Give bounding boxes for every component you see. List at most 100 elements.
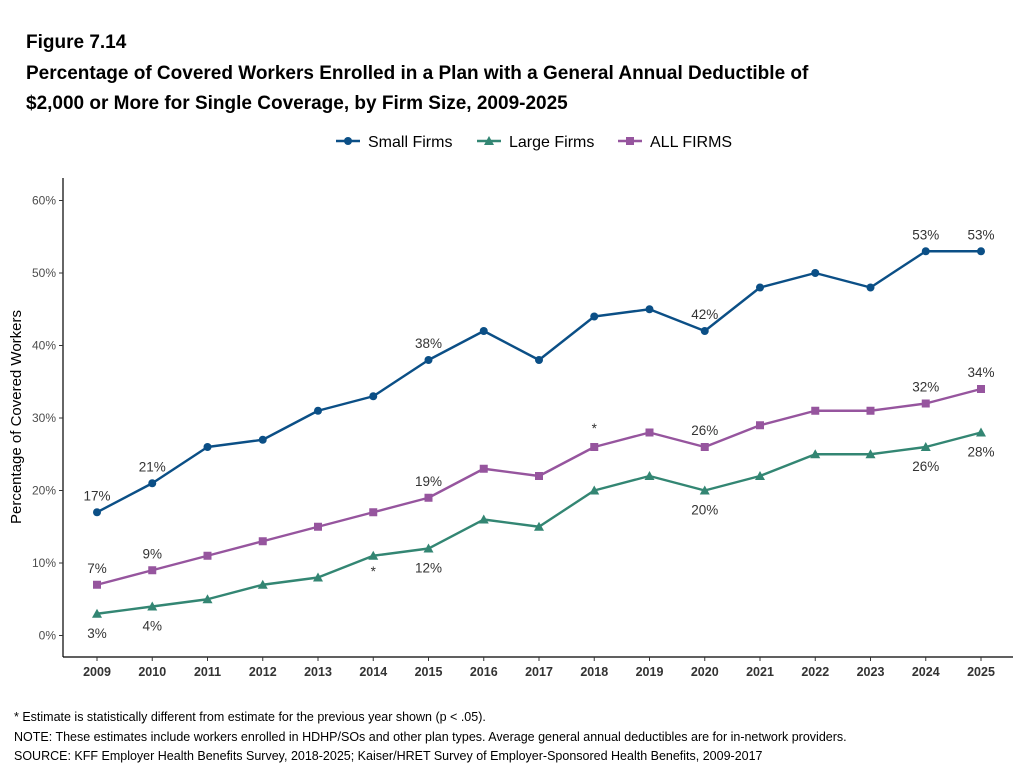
data-point-large-firms — [147, 601, 158, 611]
data-point-large-firms — [920, 442, 931, 451]
data-point-small-firms — [93, 508, 101, 517]
data-point-small-firms — [258, 435, 267, 444]
y-tick-label: 30% — [32, 411, 56, 425]
data-point-all-firms — [258, 537, 267, 546]
data-point-small-firms — [811, 269, 820, 277]
x-tick-label: 2012 — [249, 665, 277, 679]
y-tick-label: 20% — [32, 484, 56, 498]
y-tick-label: 60% — [32, 194, 56, 208]
legend-item-large-firms: Large Firms — [477, 134, 594, 151]
data-point-all-firms — [369, 508, 378, 517]
series-all-firms — [93, 385, 985, 589]
data-point-all-firms — [479, 464, 488, 473]
data-point-large-firms — [534, 521, 544, 531]
data-label-small-firms: 17% — [83, 488, 110, 503]
data-label-large-firms: 28% — [967, 445, 994, 460]
x-tick-label: 2009 — [83, 665, 111, 679]
data-label-all-firms: * — [592, 421, 598, 436]
data-label-all-firms: 34% — [967, 365, 994, 380]
legend-marker-small-firms — [344, 137, 352, 145]
data-label-all-firms: 32% — [912, 380, 939, 395]
data-point-small-firms — [369, 392, 378, 401]
series-line-all-firms — [96, 387, 982, 586]
chart-title-line-2: $2,000 or More for Single Coverage, by F… — [26, 93, 568, 114]
data-label-small-firms: 38% — [415, 336, 442, 351]
data-label-all-firms: 19% — [415, 474, 442, 489]
y-axis-title: Percentage of Covered Workers — [8, 310, 25, 524]
data-point-small-firms — [424, 356, 433, 364]
data-label-small-firms: 53% — [967, 227, 994, 242]
data-point-small-firms — [921, 247, 930, 256]
legend: Small Firms Large Firms ALL FIRMS — [336, 134, 732, 151]
y-tick-label: 10% — [32, 556, 56, 570]
data-point-all-firms — [535, 472, 543, 480]
data-label-large-firms: 4% — [142, 619, 162, 634]
data-point-small-firms — [479, 327, 488, 335]
x-tick-label: 2016 — [470, 665, 498, 679]
y-tick-label: 50% — [32, 266, 56, 280]
data-point-large-firms — [257, 579, 268, 589]
data-point-all-firms — [700, 443, 709, 451]
data-point-large-firms — [865, 449, 876, 459]
data-point-all-firms — [645, 428, 654, 437]
legend-marker-all-firms — [626, 137, 634, 145]
data-point-all-firms — [314, 522, 322, 531]
data-point-all-firms — [811, 406, 820, 415]
data-point-small-firms — [977, 247, 985, 256]
x-tick-label: 2015 — [415, 665, 443, 679]
x-tick-label: 2022 — [801, 665, 829, 679]
x-tick-label: 2019 — [636, 665, 664, 679]
legend-label-large-firms: Large Firms — [509, 134, 594, 151]
x-tick-label: 2025 — [967, 665, 995, 679]
data-point-large-firms — [202, 594, 213, 604]
data-label-large-firms: 3% — [87, 626, 107, 641]
data-point-all-firms — [424, 493, 433, 502]
data-point-small-firms — [590, 312, 599, 321]
data-point-large-firms — [589, 485, 600, 495]
data-labels-layer: 17% 21% 38% 42% 53% 53% 3% 4% * 12% 20% 26% 28% 7% 9% 1… — [83, 227, 994, 641]
data-point-large-firms — [92, 608, 102, 618]
legend-label-small-firms: Small Firms — [368, 134, 452, 151]
x-tick-label: 2021 — [746, 665, 774, 679]
legend-label-all-firms: ALL FIRMS — [650, 134, 732, 151]
x-tick-label: 2011 — [194, 665, 221, 679]
data-point-all-firms — [590, 443, 599, 451]
data-point-large-firms — [644, 471, 655, 480]
y-tick-label: 40% — [32, 339, 56, 353]
data-label-all-firms: 26% — [691, 423, 718, 438]
data-point-all-firms — [148, 566, 157, 575]
data-point-all-firms — [756, 421, 764, 430]
legend-item-small-firms: Small Firms — [336, 134, 452, 151]
data-point-small-firms — [314, 406, 322, 415]
data-label-small-firms: 53% — [912, 227, 939, 242]
axes: 0% 10% 20% 30% 40% 50% 60% 2009 2010 2011 2012 2013… — [8, 178, 1013, 679]
chart-title-line-1: Percentage of Covered Workers Enrolled i… — [26, 63, 809, 84]
x-tick-label: 2017 — [525, 665, 553, 679]
data-point-large-firms — [313, 572, 323, 582]
data-label-large-firms: * — [371, 564, 377, 579]
x-tick-label: 2024 — [912, 665, 940, 679]
figure-label: Figure 7.14 — [26, 32, 127, 53]
data-point-all-firms — [977, 385, 985, 393]
data-point-large-firms — [478, 514, 489, 524]
x-tick-label: 2010 — [138, 665, 166, 679]
data-point-small-firms — [700, 327, 709, 335]
data-point-large-firms — [976, 427, 986, 437]
data-point-small-firms — [866, 283, 875, 292]
data-label-small-firms: 21% — [139, 459, 166, 474]
x-tick-label: 2020 — [691, 665, 719, 679]
data-point-small-firms — [756, 283, 764, 292]
data-point-large-firms — [810, 449, 821, 459]
x-tick-label: 2018 — [580, 665, 608, 679]
legend-marker-large-firms — [484, 136, 494, 145]
methodology-note: NOTE: These estimates include workers en… — [14, 730, 847, 744]
significance-note: * Estimate is statistically different fr… — [14, 710, 486, 724]
data-point-small-firms — [535, 356, 543, 364]
data-label-large-firms: 12% — [415, 561, 442, 576]
x-tick-label: 2014 — [359, 665, 387, 679]
data-point-small-firms — [645, 305, 654, 314]
data-point-small-firms — [203, 443, 212, 451]
legend-item-all-firms: ALL FIRMS — [618, 134, 732, 151]
data-point-all-firms — [203, 551, 212, 560]
data-label-large-firms: 26% — [912, 459, 939, 474]
